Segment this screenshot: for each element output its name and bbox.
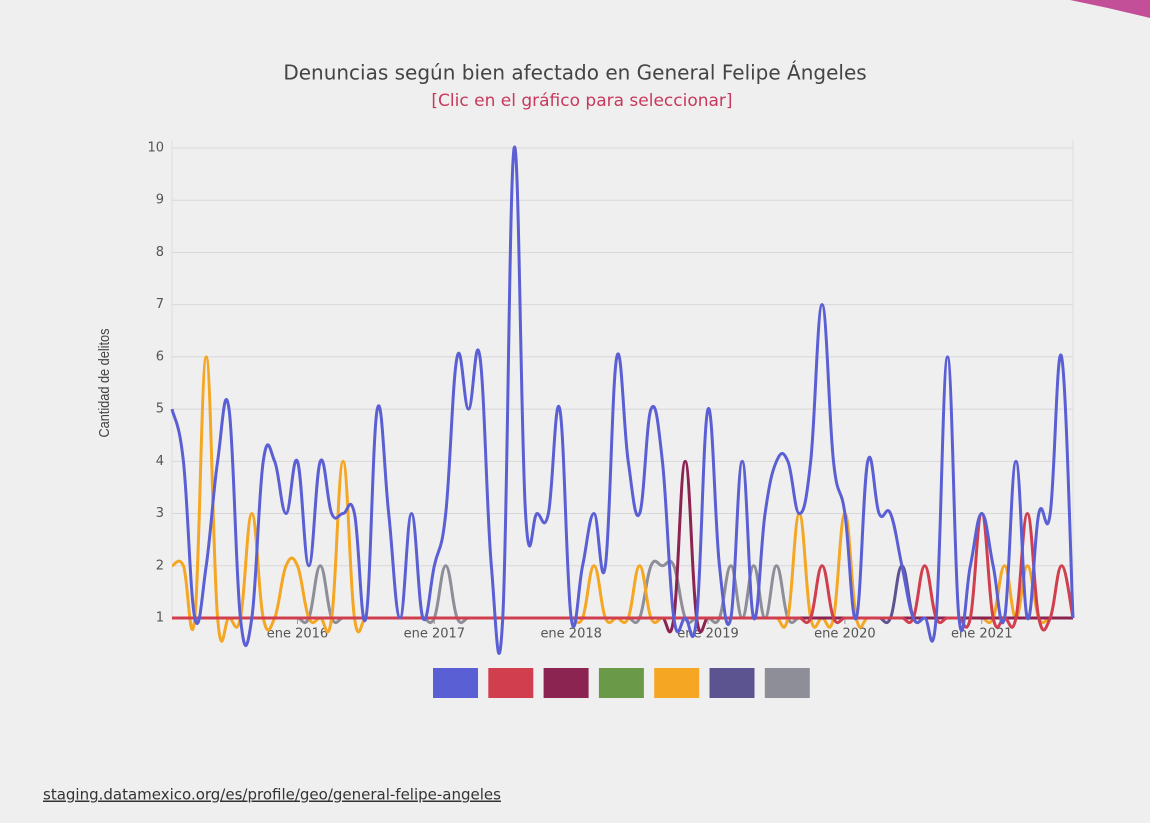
chart-title: Denuncias según bien afectado en General… xyxy=(283,61,866,85)
x-tick-label: ene 2019 xyxy=(677,627,738,642)
y-tick-label: 2 xyxy=(156,558,164,573)
y-tick-label: 5 xyxy=(156,402,164,417)
legend-swatch[interactable] xyxy=(543,668,589,698)
y-tick-label: 6 xyxy=(156,349,164,364)
corner-decoration xyxy=(1070,0,1150,18)
legend-swatch[interactable] xyxy=(433,668,478,698)
legend-swatch[interactable] xyxy=(654,668,700,698)
y-tick-label: 9 xyxy=(156,193,164,208)
x-tick-label: ene 2017 xyxy=(404,627,465,642)
x-tick-label: ene 2018 xyxy=(540,627,601,642)
plot: 1 2 3 4 5 6 7 8 9 10 ene 2016 ene 2017 ene 2018 ene 2… xyxy=(147,140,1075,698)
legend-swatch[interactable] xyxy=(488,668,534,698)
y-tick-label: 4 xyxy=(156,454,164,469)
y-tick-label: 7 xyxy=(156,297,164,312)
y-axis-label: Cantidad de delitos xyxy=(95,328,112,437)
y-tick-label: 1 xyxy=(156,611,164,626)
y-tick-label: 3 xyxy=(156,506,164,521)
source-link[interactable]: staging.datamexico.org/es/profile/geo/ge… xyxy=(43,786,501,804)
legend-swatch[interactable] xyxy=(764,668,810,698)
series-line xyxy=(170,145,1075,655)
y-tick-label: 8 xyxy=(156,245,164,260)
x-tick-label: ene 2021 xyxy=(951,627,1012,642)
y-tick-label: 10 xyxy=(147,141,164,156)
x-tick-label: ene 2016 xyxy=(267,627,328,642)
legend-swatch[interactable] xyxy=(709,668,755,698)
legend-swatch[interactable] xyxy=(598,668,644,698)
chart-subtitle[interactable]: [Clic en el gráfico para seleccionar] xyxy=(431,91,732,111)
x-tick-label: ene 2020 xyxy=(814,627,875,642)
